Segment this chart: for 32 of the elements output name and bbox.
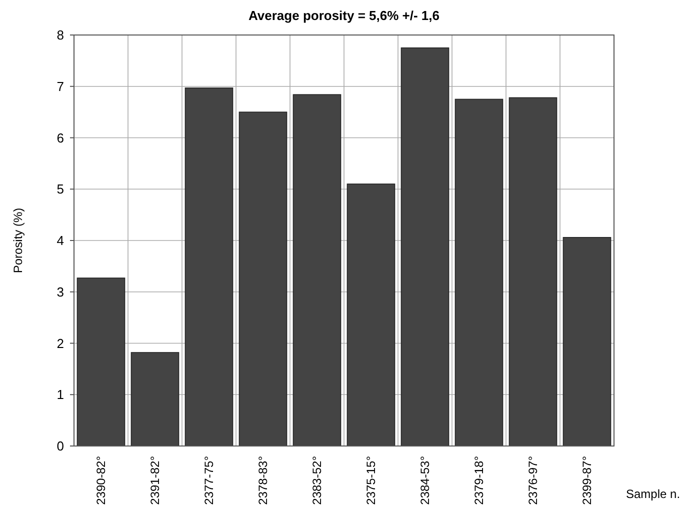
x-tick-label: 2390-82° bbox=[94, 456, 108, 505]
bar bbox=[238, 112, 288, 446]
x-tick-label: 2383-52° bbox=[310, 456, 324, 505]
x-tick-label: 2391-82° bbox=[148, 456, 162, 505]
x-tick-label: 2399-87° bbox=[580, 456, 594, 505]
x-tick-label: 2379-18° bbox=[472, 456, 486, 505]
y-tick-label: 3 bbox=[56, 284, 64, 300]
x-tick-label: 2384-53° bbox=[418, 456, 432, 505]
y-tick-label: 4 bbox=[56, 233, 64, 248]
x-tick-label: 2375-15° bbox=[364, 456, 378, 505]
y-tick-label: 0 bbox=[56, 438, 64, 454]
x-tick-label: 2378-83° bbox=[256, 456, 270, 505]
y-tick-label: 6 bbox=[56, 130, 64, 146]
bar bbox=[184, 88, 234, 446]
chart-title: Average porosity = 5,6% +/- 1,6 bbox=[248, 8, 440, 23]
x-tick-label: 2377-75° bbox=[202, 456, 216, 505]
y-tick-label: 8 bbox=[56, 28, 64, 43]
bar bbox=[400, 47, 450, 446]
bar bbox=[292, 94, 342, 446]
bar bbox=[130, 352, 180, 446]
bar bbox=[562, 237, 612, 446]
y-tick-label: 1 bbox=[56, 387, 64, 402]
x-axis-title: Sample n. bbox=[626, 487, 680, 501]
y-tick-label: 7 bbox=[56, 78, 64, 94]
bar bbox=[454, 98, 504, 446]
bar bbox=[346, 184, 396, 446]
bar bbox=[76, 278, 126, 446]
x-tick-label: 2376-97° bbox=[526, 456, 540, 505]
y-axis-title: Porosity (%) bbox=[11, 208, 25, 274]
bar bbox=[508, 97, 558, 446]
y-tick-label: 2 bbox=[56, 336, 64, 351]
y-tick-label: 5 bbox=[56, 182, 64, 197]
